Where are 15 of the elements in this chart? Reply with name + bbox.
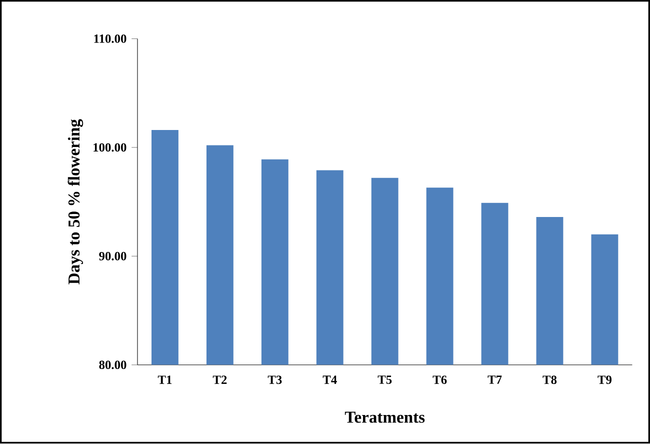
x-tick-label: T8 — [542, 376, 557, 384]
x-tick-label: T3 — [268, 376, 282, 384]
y-axis-title: Days to 50 % flowering — [68, 119, 84, 285]
x-tick-label: T7 — [488, 376, 502, 384]
y-tick-label: 90.00 — [99, 252, 126, 261]
x-tick-label: T4 — [322, 376, 337, 384]
x-tick-label: T1 — [158, 376, 172, 384]
x-tick-label: T5 — [378, 376, 392, 384]
x-tick-label: T6 — [432, 376, 447, 384]
y-tick-label: 80.00 — [99, 360, 126, 370]
y-tick-label: 100.00 — [94, 143, 126, 152]
x-axis-title: Teratments — [344, 412, 425, 424]
x-tick-label: T9 — [598, 376, 612, 384]
y-tick-label: 110.00 — [94, 34, 126, 44]
x-tick-label: T2 — [212, 376, 227, 384]
